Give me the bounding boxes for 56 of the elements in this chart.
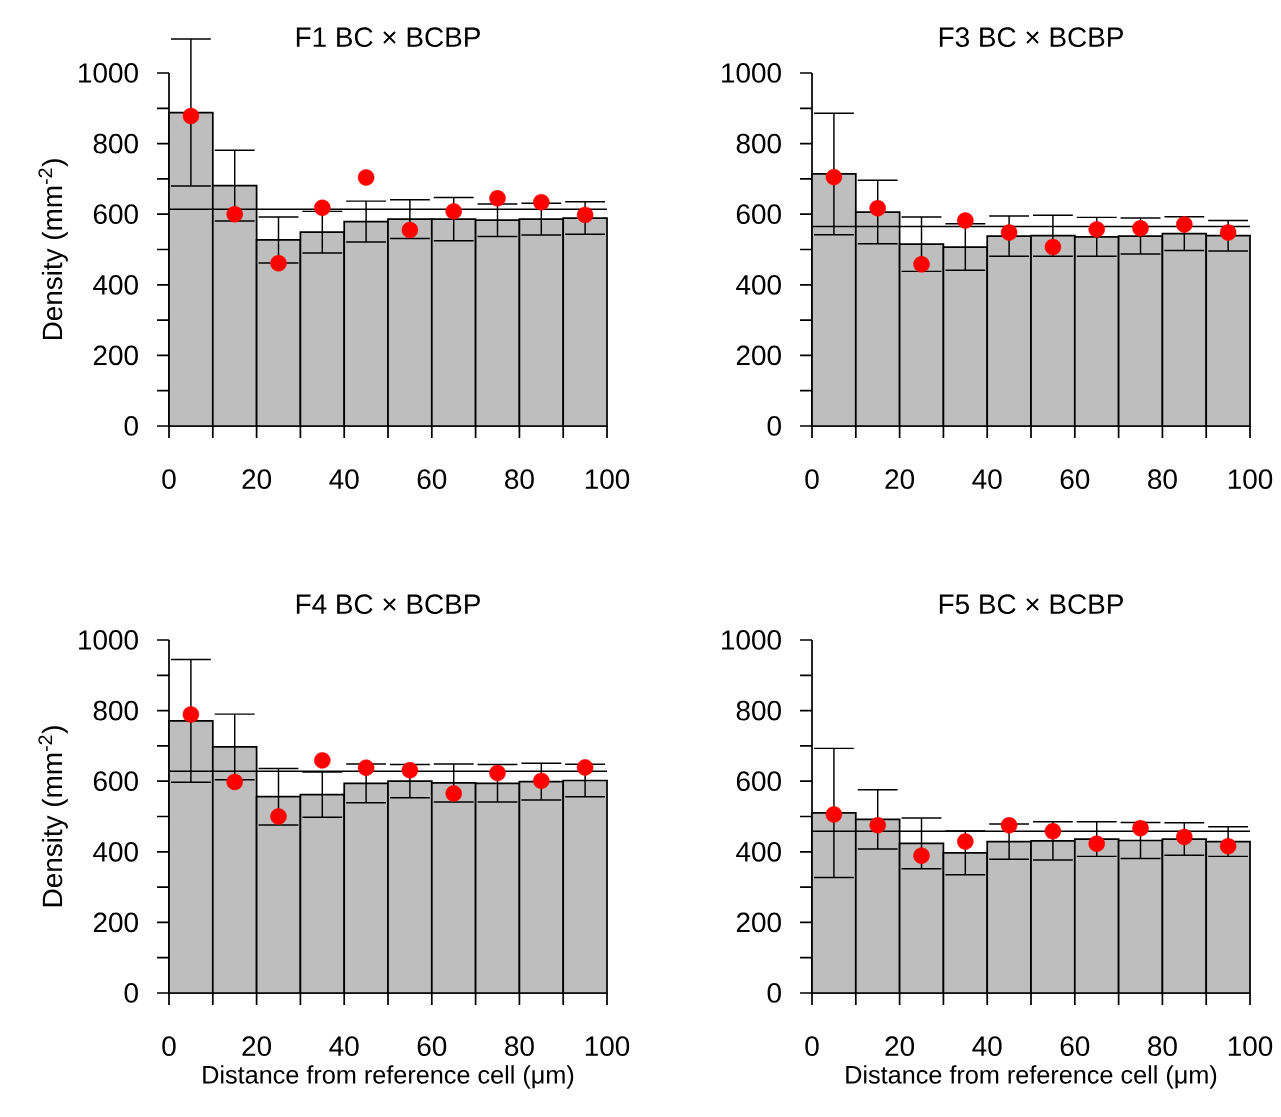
y-tick-label: 200 xyxy=(93,345,138,366)
y-tick-label: 800 xyxy=(736,133,781,154)
y-tick-label: 0 xyxy=(124,416,138,436)
y-tick-label: 1000 xyxy=(79,630,138,650)
x-tick-label: 40 xyxy=(329,1036,359,1057)
x-tick-label: 60 xyxy=(1060,469,1090,490)
y-tick-label: 400 xyxy=(93,841,138,862)
y-tick-label: 400 xyxy=(93,274,138,295)
x-tick-label: 20 xyxy=(242,1036,272,1057)
y-tick-label: 1000 xyxy=(722,63,781,83)
y-axis-title: Density (mm$^{-2}$) xyxy=(38,159,68,340)
y-tick-label: 1000 xyxy=(79,63,138,83)
x-tick-label: 40 xyxy=(972,469,1002,490)
x-tick-label: 80 xyxy=(505,1036,534,1057)
x-tick-label: 60 xyxy=(417,469,447,490)
x-tick-label: 60 xyxy=(1060,1036,1090,1057)
y-tick-label: 600 xyxy=(93,771,138,792)
x-axis-title: Distance from reference cell (μm) xyxy=(846,1065,1217,1089)
x-tick-label: 100 xyxy=(585,469,630,490)
y-tick-label: 200 xyxy=(736,345,781,366)
x-tick-label: 100 xyxy=(585,1036,630,1057)
x-tick-label: 0 xyxy=(162,1036,176,1057)
y-axis-title: Density (mm$^{-2}$) xyxy=(38,726,68,907)
y-tick-label: 600 xyxy=(736,204,781,225)
x-tick-label: 40 xyxy=(972,1036,1002,1057)
x-tick-label: 80 xyxy=(505,469,534,490)
x-tick-label: 60 xyxy=(417,1036,447,1057)
x-tick-label: 0 xyxy=(805,469,819,490)
y-tick-label: 0 xyxy=(124,983,138,1003)
y-tick-label: 400 xyxy=(736,274,781,295)
y-tick-label: 800 xyxy=(93,133,138,154)
x-tick-label: 20 xyxy=(242,469,272,490)
chart-title: F3 BC × BCBP xyxy=(939,27,1123,48)
y-tick-label: 0 xyxy=(767,416,781,436)
x-tick-label: 40 xyxy=(329,469,359,490)
chart-title: F4 BC × BCBP xyxy=(296,594,480,615)
y-tick-label: 400 xyxy=(736,841,781,862)
y-tick-label: 200 xyxy=(736,912,781,933)
y-tick-label: 1000 xyxy=(722,630,781,650)
x-tick-label: 80 xyxy=(1148,469,1177,490)
chart-title: F1 BC × BCBP xyxy=(296,27,480,48)
y-tick-label: 0 xyxy=(767,983,781,1003)
y-tick-label: 200 xyxy=(93,912,138,933)
x-tick-label: 80 xyxy=(1148,1036,1177,1057)
x-tick-label: 100 xyxy=(1228,469,1273,490)
x-tick-label: 0 xyxy=(162,469,176,490)
x-tick-label: 0 xyxy=(805,1036,819,1057)
chart-title: F5 BC × BCBP xyxy=(939,594,1123,615)
y-tick-label: 800 xyxy=(736,700,781,721)
x-tick-label: 20 xyxy=(885,469,915,490)
x-tick-label: 20 xyxy=(885,1036,915,1057)
x-tick-label: 100 xyxy=(1228,1036,1273,1057)
y-tick-label: 600 xyxy=(736,771,781,792)
y-tick-label: 600 xyxy=(93,204,138,225)
x-axis-title: Distance from reference cell (μm) xyxy=(203,1065,574,1089)
y-tick-label: 800 xyxy=(93,700,138,721)
